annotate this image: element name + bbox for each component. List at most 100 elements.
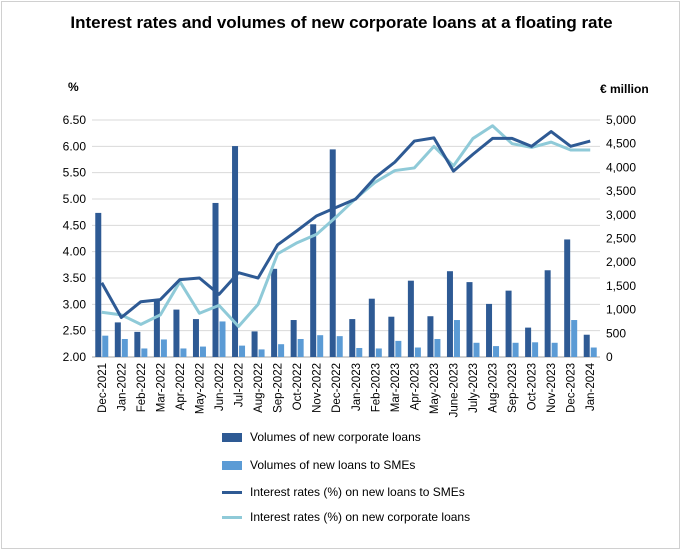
legend-item-sme-volumes: Volumes of new loans to SMEs xyxy=(222,458,415,472)
bar-sme-volume xyxy=(375,348,382,357)
line-sme-rates xyxy=(100,130,591,319)
x-tick-label: Jan-2022 xyxy=(116,363,128,411)
legend-label-sme-rates: Interest rates (%) on new loans to SMEs xyxy=(250,485,465,499)
bar-sme-volume xyxy=(434,338,441,357)
bar-corporate-volume xyxy=(232,146,239,357)
bar-corporate-volume xyxy=(544,270,551,357)
y-left-tick-label: 3.00 xyxy=(63,297,87,311)
y-right-tick-label: 0 xyxy=(606,350,613,364)
bar-sme-volume xyxy=(258,349,265,357)
y-left-tick-label: 6.50 xyxy=(63,113,87,127)
left-axis-unit: % xyxy=(68,80,79,94)
bar-sme-volume xyxy=(239,345,246,357)
x-tick-label: Dec-2021 xyxy=(97,363,109,413)
bar-corporate-volume xyxy=(349,319,356,357)
legend-item-sme-rates: Interest rates (%) on new loans to SMEs xyxy=(222,485,465,499)
bar-corporate-volume xyxy=(407,280,414,357)
bar-sme-volume xyxy=(532,342,539,357)
bar-sme-volume xyxy=(336,336,343,357)
x-tick-label: Feb-2022 xyxy=(136,363,148,412)
legend-label-corporate-rates: Interest rates (%) on new corporate loan… xyxy=(250,510,471,524)
bar-sme-volume xyxy=(199,346,206,357)
bar-corporate-volume xyxy=(310,224,317,357)
y-right-tick-label: 3,000 xyxy=(606,208,636,222)
bar-corporate-volume xyxy=(251,331,258,357)
bar-corporate-volume xyxy=(192,319,199,357)
y-right-tick-label: 1,000 xyxy=(606,303,636,317)
y-left-tick-label: 4.00 xyxy=(63,245,87,259)
bar-corporate-volume xyxy=(427,316,434,357)
bar-sme-volume xyxy=(473,342,480,357)
bar-corporate-volume xyxy=(173,309,180,357)
bar-sme-volume xyxy=(160,339,167,357)
bar-sme-volume xyxy=(453,320,460,357)
bar-corporate-volume xyxy=(505,290,512,357)
bar-corporate-volume xyxy=(134,331,141,357)
x-tick-label: July-2023 xyxy=(468,363,480,413)
y-left-tick-label: 3.50 xyxy=(63,271,87,285)
bar-corporate-volume xyxy=(525,327,532,357)
bar-corporate-volume xyxy=(212,202,219,357)
y-right-tick-label: 4,000 xyxy=(606,160,636,174)
y-right-tick-label: 500 xyxy=(606,326,626,340)
legend-label-sme-volumes: Volumes of new loans to SMEs xyxy=(250,458,416,472)
x-tick-label: May-2023 xyxy=(429,363,441,414)
x-tick-label: Jun-2022 xyxy=(214,363,226,411)
x-tick-label: Aug-2022 xyxy=(253,363,265,413)
bar-sme-volume xyxy=(278,344,285,357)
legend-item-corporate-volumes: Volumes of new corporate loans xyxy=(222,430,421,444)
x-tick-label: June-2023 xyxy=(448,363,460,417)
bar-sme-volume xyxy=(493,346,500,357)
bar-sme-volume xyxy=(180,348,187,357)
bar-sme-volume xyxy=(121,338,128,357)
bar-corporate-volume xyxy=(153,300,160,357)
x-tick-label: May-2022 xyxy=(194,363,206,414)
x-tick-label: Jan-2024 xyxy=(585,362,597,411)
x-tick-label: Jan-2023 xyxy=(351,363,363,411)
bar-corporate-volume xyxy=(114,322,121,357)
x-tick-label: Nov-2023 xyxy=(546,363,558,413)
right-axis-unit: € million xyxy=(600,82,649,96)
x-tick-label: Sep-2022 xyxy=(273,363,285,413)
bar-corporate-volume xyxy=(564,239,571,357)
x-tick-label: Mar-2022 xyxy=(155,363,167,412)
y-right-tick-label: 1,500 xyxy=(606,279,636,293)
bar-corporate-volume xyxy=(583,334,590,357)
bar-corporate-volume xyxy=(466,282,473,357)
bar-sme-volume xyxy=(590,347,597,357)
bar-sme-volume xyxy=(317,335,324,357)
x-tick-label: Oct-2023 xyxy=(527,363,539,410)
bar-sme-volume xyxy=(141,348,148,357)
legend-label-corporate-volumes: Volumes of new corporate loans xyxy=(250,430,421,444)
y-right-tick-label: 2,500 xyxy=(606,232,636,246)
y-left-tick-label: 5.50 xyxy=(63,166,87,180)
x-tick-label: Nov-2022 xyxy=(312,363,324,413)
bar-corporate-volume xyxy=(329,149,336,357)
bar-corporate-volume xyxy=(368,298,375,357)
chart-title: Interest rates and volumes of new corpor… xyxy=(70,13,613,32)
bar-sme-volume xyxy=(102,335,109,357)
bar-sme-volume xyxy=(395,340,402,357)
y-left-tick-label: 4.50 xyxy=(63,218,87,232)
bar-sme-volume xyxy=(414,347,421,357)
bar-sme-volume xyxy=(219,321,226,357)
bar-sme-volume xyxy=(551,342,558,357)
legend-swatch-corporate-rates xyxy=(222,515,242,519)
bar-corporate-volume xyxy=(486,303,493,357)
line-corporate-rates xyxy=(101,124,591,328)
y-right-tick-label: 5,000 xyxy=(606,113,636,127)
x-tick-label: Dec-2022 xyxy=(331,363,343,413)
bar-corporate-volume xyxy=(446,271,453,357)
y-right-tick-label: 4,500 xyxy=(606,137,636,151)
legend-swatch-corporate-volumes xyxy=(222,432,242,442)
legend-item-corporate-rates: Interest rates (%) on new corporate loan… xyxy=(222,510,470,524)
x-tick-label: Oct-2022 xyxy=(292,363,304,410)
bar-sme-volume xyxy=(356,347,363,357)
x-tick-label: Apr-2022 xyxy=(175,363,187,410)
bar-corporate-volume xyxy=(271,268,278,357)
y-left-tick-label: 2.50 xyxy=(63,324,87,338)
y-right-tick-label: 2,000 xyxy=(606,255,636,269)
y-right-tick-label: 3,500 xyxy=(606,184,636,198)
